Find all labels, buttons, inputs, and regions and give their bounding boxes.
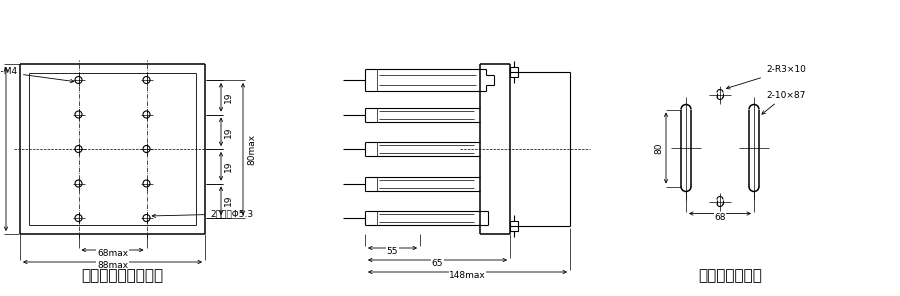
Text: 80: 80	[654, 142, 663, 154]
Bar	[510, 221, 518, 231]
Text: 68: 68	[715, 213, 725, 222]
Text: 65: 65	[432, 260, 443, 268]
Text: 2安装孔Φ5.3: 2安装孔Φ5.3	[152, 210, 253, 218]
Text: 19: 19	[223, 126, 232, 138]
Text: 112max: 112max	[0, 131, 2, 167]
Text: 10-M4: 10-M4	[0, 67, 74, 83]
Text: 148max: 148max	[449, 271, 486, 281]
Text: 68max: 68max	[97, 250, 128, 258]
Text: 88max: 88max	[97, 261, 128, 271]
Text: 安装开孔尺寸图: 安装开孔尺寸图	[698, 268, 762, 284]
Text: 2-10×87: 2-10×87	[762, 91, 806, 114]
Text: 2-R3×10: 2-R3×10	[726, 65, 806, 89]
Text: 80max: 80max	[248, 133, 256, 165]
Text: 19: 19	[223, 195, 232, 207]
Bar	[510, 67, 518, 77]
Text: 19: 19	[223, 91, 232, 103]
Text: 55: 55	[387, 247, 398, 257]
Text: 板后接线外形尺寸图: 板后接线外形尺寸图	[81, 268, 164, 284]
Text: 19: 19	[223, 160, 232, 172]
